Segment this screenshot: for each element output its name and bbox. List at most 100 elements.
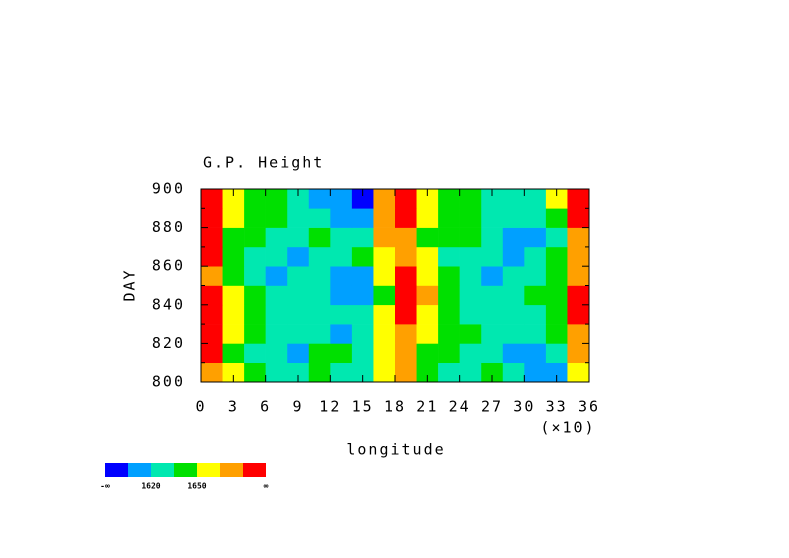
x-tick-label: 12: [319, 398, 341, 416]
heatmap-cell: [395, 362, 417, 383]
heatmap-cell: [438, 227, 460, 248]
heatmap-cell: [567, 362, 590, 383]
colorbar-box: [128, 463, 151, 477]
heatmap-cell: [502, 362, 525, 383]
heatmap-cell: [287, 266, 310, 286]
colorbar-label: 1650: [187, 482, 206, 491]
heatmap-cell: [287, 227, 310, 248]
heatmap-cell: [567, 266, 590, 286]
heatmap-cell: [459, 343, 482, 363]
heatmap-cell: [395, 208, 417, 228]
x-axis-label: longitude: [346, 441, 445, 459]
heatmap-cell: [308, 324, 331, 344]
heatmap-cell: [502, 343, 525, 363]
heatmap-cell: [265, 343, 288, 363]
x-tick-label: 0: [195, 398, 206, 416]
heatmap-cell: [201, 189, 223, 209]
heatmap-cell: [351, 304, 374, 325]
heatmap-cell: [373, 343, 396, 363]
heatmap-cell: [351, 285, 374, 306]
colorbar-label: -∞: [100, 482, 110, 491]
heatmap-cell: [438, 266, 460, 286]
heatmap-cell: [330, 304, 353, 325]
heatmap-cell: [373, 362, 396, 383]
heatmap-cell: [265, 246, 288, 267]
heatmap-cell: [308, 266, 331, 286]
heatmap-cell: [545, 343, 568, 363]
x-tick-label: 30: [513, 398, 535, 416]
heatmap-cell: [330, 208, 353, 228]
heatmap-cell: [438, 343, 460, 363]
heatmap-cell: [416, 343, 439, 363]
heatmap-cell: [567, 208, 590, 228]
heatmap-cell: [351, 362, 374, 383]
heatmap-cell: [308, 189, 331, 209]
heatmap-cell: [308, 304, 331, 325]
heatmap-cell: [265, 208, 288, 228]
heatmap-cell: [201, 227, 223, 248]
heatmap-cell: [416, 208, 439, 228]
heatmap-cell: [222, 285, 245, 306]
heatmap-cell: [395, 304, 417, 325]
heatmap-cell: [459, 227, 482, 248]
heatmap-cell: [244, 266, 266, 286]
heatmap-cell: [481, 189, 504, 209]
heatmap-cell: [373, 208, 396, 228]
heatmap-cell: [567, 304, 590, 325]
heatmap-cell: [244, 362, 266, 383]
heatmap-cell: [373, 246, 396, 267]
heatmap-cell: [416, 227, 439, 248]
heatmap-cell: [351, 324, 374, 344]
heatmap-cell: [524, 227, 547, 248]
heatmap-cell: [545, 324, 568, 344]
heatmap-cell: [265, 362, 288, 383]
x-tick-label: 15: [352, 398, 374, 416]
heatmap-cell: [524, 304, 547, 325]
heatmap-cell: [222, 227, 245, 248]
heatmap-cell: [330, 227, 353, 248]
colorbar-label: 1620: [141, 482, 160, 491]
y-tick-label: 820: [152, 334, 185, 352]
heatmap-cell: [545, 266, 568, 286]
heatmap-cell: [287, 362, 310, 383]
heatmap-cell: [308, 343, 331, 363]
heatmap-cell: [502, 208, 525, 228]
heatmap-cell: [567, 189, 590, 209]
heatmap-cell: [395, 246, 417, 267]
heatmap-cell: [416, 362, 439, 383]
heatmap-cell: [416, 324, 439, 344]
heatmap-cell: [438, 324, 460, 344]
heatmap-cell: [373, 324, 396, 344]
y-tick-label: 900: [152, 180, 185, 198]
y-tick-label: 860: [152, 257, 185, 275]
x-tick-label: 3: [228, 398, 239, 416]
heatmap-cell: [545, 189, 568, 209]
heatmap-cell: [373, 266, 396, 286]
heatmap-cell: [222, 343, 245, 363]
heatmap-cell: [351, 266, 374, 286]
x-tick-label: 18: [384, 398, 406, 416]
heatmap-cell: [287, 208, 310, 228]
colorbar-box: [220, 463, 243, 477]
heatmap-cell: [502, 266, 525, 286]
heatmap-cell: [502, 189, 525, 209]
heatmap-cell: [201, 362, 223, 383]
x-tick-label: 24: [449, 398, 471, 416]
heatmap-cell: [524, 189, 547, 209]
heatmap-cell: [524, 246, 547, 267]
heatmap-cell: [481, 324, 504, 344]
heatmap-cell: [438, 246, 460, 267]
heatmap-cell: [351, 343, 374, 363]
y-tick-label: 800: [152, 373, 185, 391]
y-tick-label: 840: [152, 295, 185, 313]
heatmap-cell: [545, 208, 568, 228]
colorbar-box: [197, 463, 220, 477]
heatmap-cell: [438, 285, 460, 306]
heatmap-cell: [244, 285, 266, 306]
heatmap-cell: [459, 304, 482, 325]
heatmap-cell: [438, 208, 460, 228]
heatmap-cell: [287, 246, 310, 267]
heatmap-cell: [567, 343, 590, 363]
heatmap-cell: [416, 285, 439, 306]
y-tick-label: 880: [152, 218, 185, 236]
